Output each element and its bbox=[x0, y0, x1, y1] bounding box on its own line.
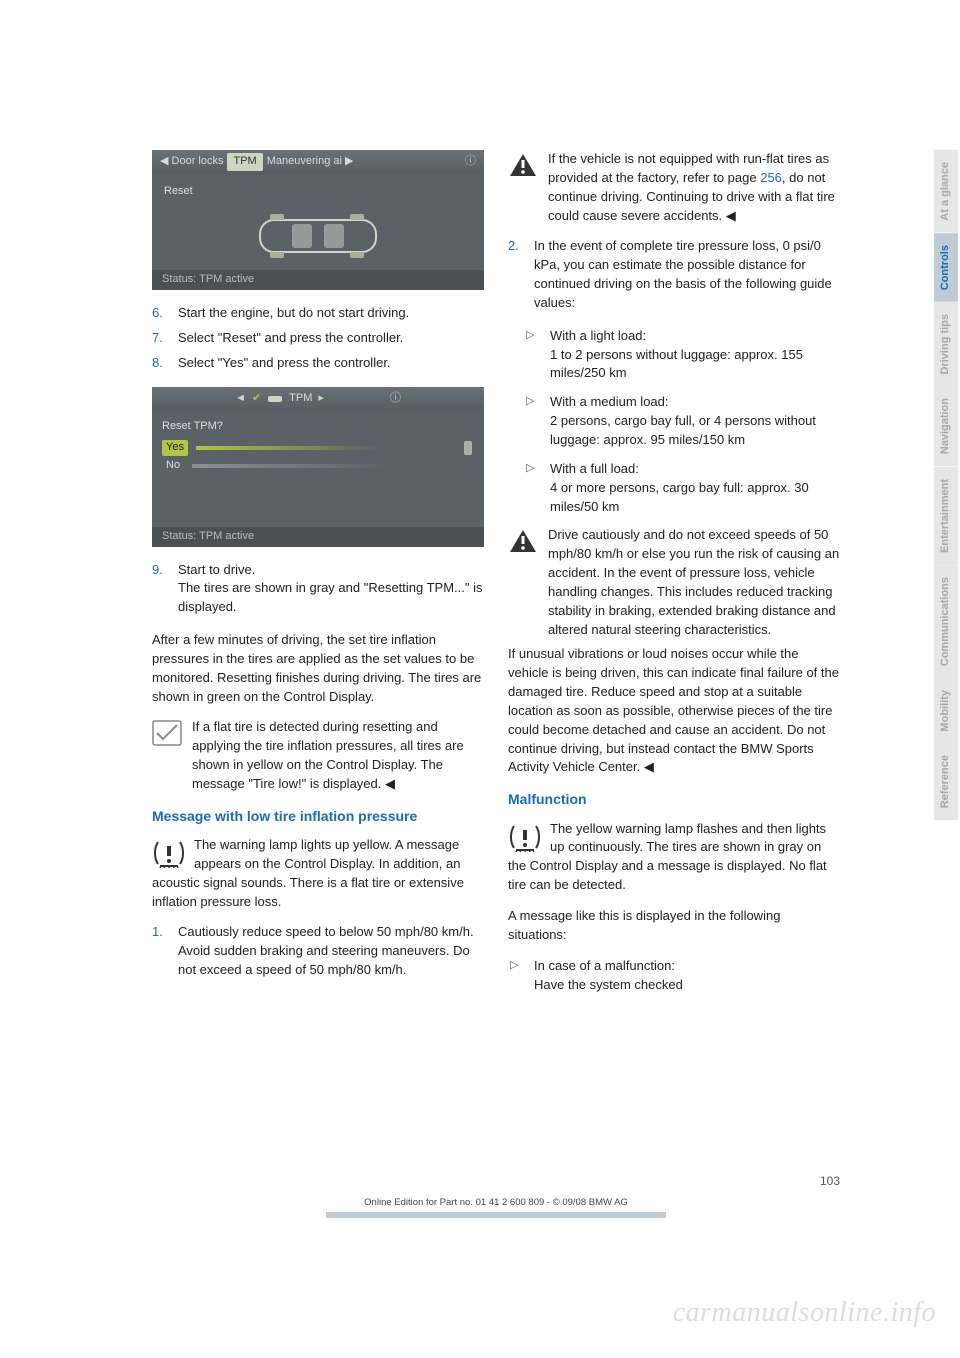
tab-driving-tips[interactable]: Driving tips bbox=[934, 302, 959, 387]
warning-triangle-icon bbox=[508, 528, 538, 554]
p-vibrations: If unusual vibrations or loud noises occ… bbox=[508, 645, 840, 777]
steps-9: 9. Start to drive. The tires are shown i… bbox=[152, 561, 484, 618]
p-situations: A message like this is displayed in the … bbox=[508, 907, 840, 945]
right-column: If the vehicle is not equipped with run-… bbox=[508, 150, 840, 1004]
watermark: carmanualsonline.info bbox=[673, 1293, 936, 1334]
step-7: 7.Select "Reset" and press the controlle… bbox=[172, 329, 484, 348]
tab-communications[interactable]: Communications bbox=[934, 565, 959, 678]
heading-low-pressure: Message with low tire inflation pressure bbox=[152, 806, 484, 826]
malfunction-item: In case of a malfunction:Have the system… bbox=[528, 957, 840, 995]
car-small-icon bbox=[267, 393, 283, 405]
tpms-lamp-icon bbox=[152, 838, 186, 868]
steps-6-8: 6.Start the engine, but do not start dri… bbox=[152, 304, 484, 373]
steps-d: 2.In the event of complete tire pressure… bbox=[508, 237, 840, 312]
tab-entertainment[interactable]: Entertainment bbox=[934, 467, 959, 565]
warning-triangle-icon bbox=[508, 152, 538, 178]
tab-navigation[interactable]: Navigation bbox=[934, 386, 959, 466]
tpms-lamp-icon bbox=[508, 822, 542, 852]
note-icon bbox=[152, 720, 182, 746]
scrollbar-icon bbox=[464, 441, 474, 455]
tab-reference[interactable]: Reference bbox=[934, 743, 959, 820]
step-c1: 1.Cautiously reduce speed to below 50 mp… bbox=[172, 923, 484, 980]
reset-prompt: Reset TPM? bbox=[162, 419, 474, 435]
car-top-view-icon bbox=[248, 204, 388, 268]
page-content: ◀ Door locks TPM Maneuvering ai ▶ ⓘ Rese… bbox=[0, 0, 960, 1064]
tab-controls[interactable]: Controls bbox=[934, 233, 959, 302]
display-header-left: ◀ Door locks bbox=[160, 154, 223, 170]
steps-c: 1.Cautiously reduce speed to below 50 mp… bbox=[152, 923, 484, 980]
display2-status: Status: TPM active bbox=[152, 527, 484, 547]
malfunction-list: In case of a malfunction:Have the system… bbox=[508, 957, 840, 995]
p-after-driving: After a few minutes of driving, the set … bbox=[152, 631, 484, 706]
page-number: 103 bbox=[152, 1173, 840, 1190]
step-8: 8.Select "Yes" and press the controller. bbox=[172, 354, 484, 373]
display2-header: TPM bbox=[289, 391, 312, 407]
yes-option: Yes bbox=[162, 440, 188, 456]
tab-mobility[interactable]: Mobility bbox=[934, 678, 959, 744]
p-malfunction: The yellow warning lamp flashes and then… bbox=[508, 820, 840, 895]
edition-line: Online Edition for Part no. 01 41 2 600 … bbox=[326, 1194, 666, 1218]
control-display-reset-tpm: ◄ ✔ TPM ▸ ⓘ Reset TPM? Yes No Statu bbox=[152, 387, 484, 547]
load-list: With a light load:1 to 2 persons without… bbox=[508, 327, 840, 517]
left-column: ◀ Door locks TPM Maneuvering ai ▶ ⓘ Rese… bbox=[152, 150, 484, 1004]
display-header-right: Maneuvering ai ▶ bbox=[267, 154, 354, 170]
display-status: Status: TPM active bbox=[152, 270, 484, 290]
section-tabs: At a glance Controls Driving tips Naviga… bbox=[934, 150, 960, 821]
step-d2: 2.In the event of complete tire pressure… bbox=[528, 237, 840, 312]
tab-at-a-glance[interactable]: At a glance bbox=[934, 150, 959, 233]
page-footer: 103 Online Edition for Part no. 01 41 2 … bbox=[152, 1173, 840, 1218]
load-full: With a full load:4 or more persons, carg… bbox=[544, 460, 840, 517]
step-6: 6.Start the engine, but do not start dri… bbox=[172, 304, 484, 323]
no-option: No bbox=[162, 458, 184, 474]
warning-runflat: If the vehicle is not equipped with run-… bbox=[508, 150, 840, 225]
step-9: 9. Start to drive. The tires are shown i… bbox=[172, 561, 484, 618]
heading-malfunction: Malfunction bbox=[508, 789, 840, 809]
warning-drive-cautiously: Drive cautiously and do not exceed speed… bbox=[508, 526, 840, 639]
p-warning-lamp: The warning lamp lights up yellow. A mes… bbox=[152, 836, 484, 911]
control-display-tpm-status: ◀ Door locks TPM Maneuvering ai ▶ ⓘ Rese… bbox=[152, 150, 484, 290]
display-header-tpm: TPM bbox=[227, 153, 262, 171]
display-reset-label: Reset bbox=[164, 184, 472, 200]
page-link-256[interactable]: 256 bbox=[760, 170, 782, 185]
load-medium: With a medium load:2 persons, cargo bay … bbox=[544, 393, 840, 450]
load-light: With a light load:1 to 2 persons without… bbox=[544, 327, 840, 384]
note-flat-tire-reset: If a flat tire is detected during resett… bbox=[152, 718, 484, 793]
